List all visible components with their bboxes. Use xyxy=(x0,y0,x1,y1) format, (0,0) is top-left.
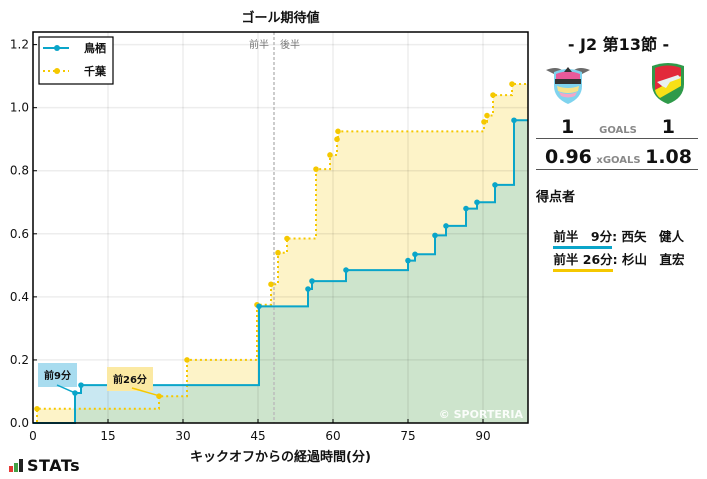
overlap-area xyxy=(33,120,528,424)
legend-box xyxy=(38,36,114,85)
goal-annotation-box xyxy=(38,363,77,387)
chiba-point xyxy=(484,112,490,119)
scorer-row: 前半 26分: 杉山 直宏 xyxy=(536,234,685,287)
home-goals: 1 xyxy=(561,116,575,138)
scorer-name: : 西矢 健人 xyxy=(612,229,684,244)
goal-annotation-label: 前26分 xyxy=(113,373,147,386)
goal-annotation-label: 前9分 xyxy=(44,369,71,382)
annotation-pointer xyxy=(131,387,158,396)
chiba-point xyxy=(268,281,274,288)
scorer-time: 前半 9分 xyxy=(553,226,613,249)
xgoals-label: xGOALS xyxy=(596,155,641,166)
scorer-row: 前半 9分: 西矢 健人 xyxy=(536,211,684,264)
tosu-point xyxy=(511,117,517,124)
annotation-pointer xyxy=(56,384,74,393)
y-tick-label: 0.8 xyxy=(10,164,29,178)
stats-bars-icon xyxy=(9,459,23,472)
chiba-point xyxy=(490,92,496,98)
xgoals-row: 0.96 xGOALS 1.08 xyxy=(536,146,698,170)
goals-label: GOALS xyxy=(599,125,637,136)
chiba-point xyxy=(481,119,487,125)
y-tick-label: 0.2 xyxy=(10,353,29,367)
round-title: - J2 第13節 - xyxy=(567,35,670,54)
tosu-point xyxy=(78,382,84,388)
home-xgoals: 0.96 xyxy=(545,146,592,168)
home-team-logo xyxy=(544,64,592,108)
scorer-name: : 杉山 直宏 xyxy=(612,252,685,267)
tosu-point xyxy=(492,182,498,188)
tosu-point xyxy=(256,303,262,310)
goals-row: 1 GOALS 1 xyxy=(536,116,698,139)
tosu-point xyxy=(412,251,418,258)
legend-tosu-label: 鳥栖 xyxy=(84,41,106,55)
tosu-point xyxy=(343,267,349,273)
tosu-point xyxy=(474,199,480,206)
chiba-point xyxy=(335,128,341,135)
x-tick-label: 90 xyxy=(475,429,490,443)
x-tick-label: 30 xyxy=(175,429,190,443)
stats-logo: STATs xyxy=(9,456,80,475)
stats-label: STATs xyxy=(27,456,81,475)
y-tick-label: 1.0 xyxy=(10,101,29,115)
tosu-point xyxy=(309,278,315,284)
x-tick-label: 75 xyxy=(400,429,415,443)
watermark: © SPORTERIA xyxy=(439,408,524,421)
tosu-point xyxy=(305,286,311,292)
y-tick-label: 0.0 xyxy=(10,416,29,430)
chiba-point xyxy=(34,406,40,412)
y-tick-label: 0.4 xyxy=(10,290,29,304)
x-tick-label: 0 xyxy=(29,429,37,443)
tosu-point xyxy=(463,205,469,212)
chiba-point xyxy=(284,235,290,242)
x-axis-label: キックオフからの経過時間(分) xyxy=(190,449,371,465)
legend-chiba-marker xyxy=(54,68,60,74)
legend-tosu-marker xyxy=(54,45,60,51)
scorers-title: 得点者 xyxy=(536,190,576,205)
chiba-point xyxy=(275,249,281,256)
jef-chiba-crest-icon xyxy=(652,63,684,104)
away-goals: 1 xyxy=(661,116,675,138)
tosu-point xyxy=(72,390,78,396)
y-tick-label: 1.2 xyxy=(10,38,29,52)
x-tick-label: 15 xyxy=(100,429,115,443)
x-tick-label: 60 xyxy=(325,429,340,443)
tosu-point xyxy=(405,257,411,264)
away-team-logo xyxy=(648,60,688,108)
tosu-point xyxy=(443,223,449,229)
y-tick-label: 0.6 xyxy=(10,227,29,241)
tosu-point xyxy=(432,232,438,239)
chiba-point xyxy=(509,81,515,87)
legend-chiba-label: 千葉 xyxy=(84,64,107,78)
chiba-point xyxy=(313,166,319,172)
chiba-point xyxy=(334,136,340,143)
plot-frame xyxy=(32,31,529,424)
scorer-time: 前半 26分 xyxy=(553,249,613,272)
sagan-tosu-crest-icon xyxy=(546,67,590,104)
first-half-label: 前半 xyxy=(249,38,269,51)
second-half-label: 後半 xyxy=(280,38,300,51)
x-tick-label: 45 xyxy=(250,429,265,443)
chiba-point xyxy=(327,152,333,158)
chart-title: ゴール期待値 xyxy=(241,10,319,26)
away-xgoals: 1.08 xyxy=(645,146,692,168)
goal-annotation-box xyxy=(107,367,153,391)
chiba-point xyxy=(184,357,190,363)
chiba-point xyxy=(156,393,162,399)
tosu-line xyxy=(33,119,528,424)
